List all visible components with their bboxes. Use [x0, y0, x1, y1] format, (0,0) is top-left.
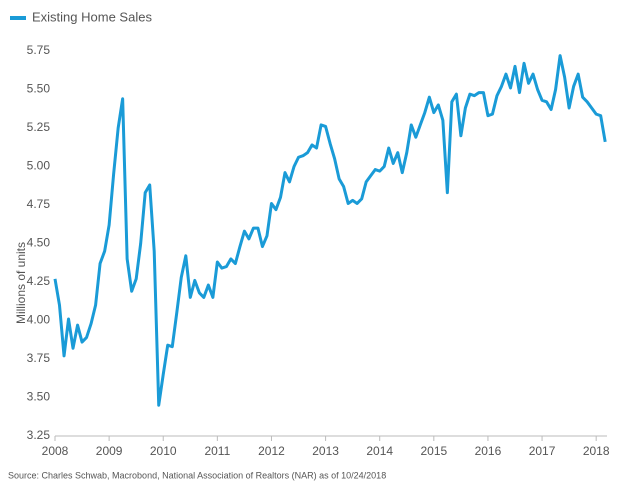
x-tick-label: 2011	[204, 444, 230, 458]
y-tick-label: 4.75	[27, 197, 51, 211]
x-tick-label: 2014	[366, 444, 393, 458]
data-line	[53, 54, 607, 407]
y-tick-label: 5.25	[27, 120, 51, 134]
x-tick-label: 2017	[529, 444, 556, 458]
x-tick-label: 2009	[96, 444, 123, 458]
y-tick-label: 4.00	[27, 313, 51, 327]
source-note: Source: Charles Schwab, Macrobond, Natio…	[8, 470, 386, 480]
y-tick-label: 4.50	[27, 236, 51, 250]
y-tick-label: 3.50	[27, 390, 51, 404]
x-tick-label: 2010	[150, 444, 177, 458]
x-tick-label: 2016	[475, 444, 502, 458]
x-tick-label: 2012	[258, 444, 285, 458]
y-tick-label: 5.50	[27, 82, 51, 96]
x-tick-label: 2018	[583, 444, 610, 458]
y-axis-label: Millions of units	[14, 242, 28, 324]
y-tick-label: 5.00	[27, 159, 51, 173]
y-tick-label: 4.25	[27, 274, 51, 288]
legend-label: Existing Home Sales	[32, 9, 152, 24]
x-tick-label: 2008	[42, 444, 69, 458]
y-tick-label: 5.75	[27, 43, 51, 57]
y-tick-label: 3.75	[27, 351, 51, 365]
y-tick-label: 3.25	[27, 428, 51, 442]
x-tick-label: 2015	[420, 444, 447, 458]
x-tick-label: 2013	[312, 444, 339, 458]
